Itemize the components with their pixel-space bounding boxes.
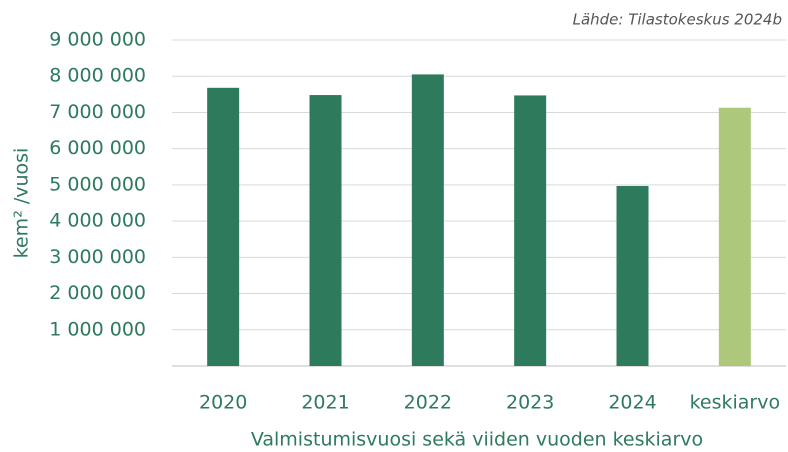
x-tick-label: 2023 bbox=[506, 392, 554, 414]
y-axis-label: kem² /vuosi bbox=[11, 148, 33, 259]
bar bbox=[616, 185, 649, 366]
y-tick-label: 5 000 000 bbox=[49, 173, 146, 195]
x-tick-label: keskiarvo bbox=[690, 392, 781, 414]
x-axis-label: Valmistumisvuosi sekä viiden vuoden kesk… bbox=[251, 429, 703, 451]
x-tick-label: 2020 bbox=[199, 392, 247, 414]
bar bbox=[411, 74, 444, 367]
source: Lähde: Tilastokeskus 2024b bbox=[573, 11, 782, 29]
y-tick-label: 8 000 000 bbox=[49, 65, 146, 87]
y-tick-label: 2 000 000 bbox=[49, 282, 146, 304]
y-tick-label: 3 000 000 bbox=[49, 246, 146, 268]
x-tick-label: 2021 bbox=[301, 392, 349, 414]
y-tick-label: 9 000 000 bbox=[49, 29, 146, 51]
y-tick-label: 6 000 000 bbox=[49, 137, 146, 159]
bar bbox=[309, 95, 342, 367]
x-tick-label: 2024 bbox=[608, 392, 656, 414]
y-tick-label: 7 000 000 bbox=[49, 101, 146, 123]
bar bbox=[514, 95, 547, 367]
bar bbox=[207, 87, 240, 367]
bar bbox=[718, 107, 751, 366]
y-tick-label: 4 000 000 bbox=[49, 210, 146, 232]
x-tick-label: 2022 bbox=[404, 392, 452, 414]
y-tick-label: 1 000 000 bbox=[49, 318, 146, 340]
